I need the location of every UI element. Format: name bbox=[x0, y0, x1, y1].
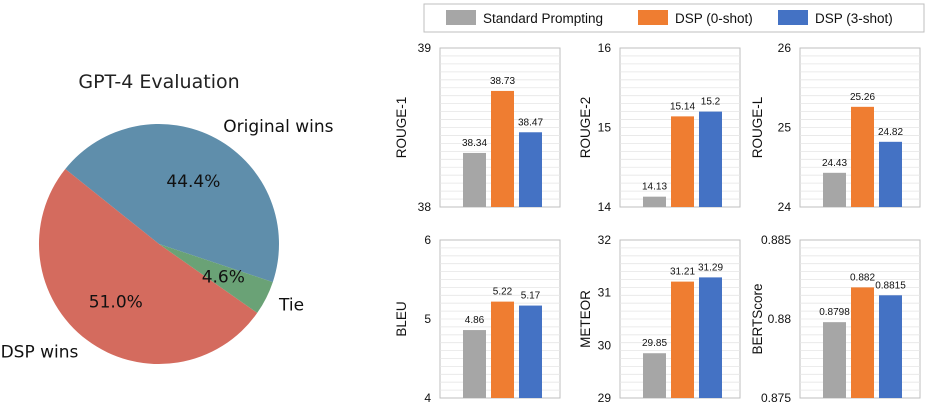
bar-panel-meteor: 29 30 31 32 METEOR 29.85 31.21 31.29 bbox=[578, 233, 741, 405]
y-tick-label: 30 bbox=[598, 338, 612, 352]
bar-value-label: 5.22 bbox=[493, 287, 513, 298]
bar-standard-prompting bbox=[823, 322, 846, 398]
y-axis-label: ROUGE-2 bbox=[578, 97, 593, 159]
pie-slice-dsp-wins bbox=[38, 169, 258, 365]
y-tick-label: 0.885 bbox=[761, 233, 791, 247]
y-tick-label: 26 bbox=[778, 41, 792, 55]
bar-standard-prompting bbox=[463, 330, 486, 398]
pie-slice-label: DSP wins bbox=[1, 343, 79, 363]
pie-slice-label: Tie bbox=[278, 296, 304, 316]
legend-swatch bbox=[778, 10, 808, 25]
bar-panel-bleu: 4 5 6 BLEU 4.86 5.22 5.17 bbox=[394, 233, 561, 405]
y-tick-label: 16 bbox=[598, 41, 612, 55]
bar-value-label: 38.34 bbox=[462, 138, 487, 149]
bar-dsp-0-shot bbox=[851, 106, 874, 207]
legend: Standard Prompting DSP (0-shot) DSP (3-sho… bbox=[423, 3, 925, 33]
y-axis-label: ROUGE-L bbox=[750, 96, 765, 158]
pie-slice-tie bbox=[159, 244, 273, 313]
pie-title: GPT-4 Evaluation bbox=[78, 71, 239, 93]
pie-pct-label: 4.6% bbox=[202, 267, 245, 287]
y-tick-label: 29 bbox=[598, 391, 612, 402]
bar-value-label: 29.85 bbox=[642, 338, 667, 349]
bar-value-label: 38.73 bbox=[490, 76, 515, 87]
bar-standard-prompting bbox=[823, 172, 846, 207]
pie-chart: GPT-4 Evaluation 51.0% DSP wins 4.6% Tie 44.4… bbox=[1, 71, 334, 365]
bar-standard-prompting bbox=[643, 353, 666, 398]
legend-swatch bbox=[638, 10, 668, 25]
bar-dsp-0-shot bbox=[671, 281, 694, 398]
bar-dsp-3-shot bbox=[879, 295, 902, 398]
bar-panel-rouge-2: 14 15 16 ROUGE-2 14.13 15.14 15.2 bbox=[578, 41, 741, 214]
bar-dsp-3-shot bbox=[879, 141, 902, 207]
bar-value-label: 24.82 bbox=[878, 127, 903, 138]
y-tick-label: 6 bbox=[424, 233, 431, 247]
bar-panel-rouge-l: 24 25 26 ROUGE-L 24.43 25.26 24.82 bbox=[750, 41, 921, 214]
legend-label: DSP (0-shot) bbox=[675, 11, 753, 26]
bar-value-label: 25.26 bbox=[850, 92, 875, 103]
bar-dsp-3-shot bbox=[699, 277, 722, 398]
y-axis-label: BERTScore bbox=[750, 283, 765, 354]
bar-dsp-3-shot bbox=[519, 305, 542, 398]
pie-slice-label: Original wins bbox=[223, 117, 333, 137]
y-tick-label: 24 bbox=[778, 200, 792, 214]
y-axis-label: BLEU bbox=[394, 301, 409, 336]
y-tick-label: 25 bbox=[778, 121, 792, 135]
y-axis-label: ROUGE-1 bbox=[394, 97, 409, 159]
bar-value-label: 24.43 bbox=[822, 158, 847, 169]
bar-dsp-3-shot bbox=[519, 132, 542, 207]
bar-value-label: 0.882 bbox=[850, 272, 875, 283]
legend-label: Standard Prompting bbox=[483, 11, 603, 26]
bar-dsp-0-shot bbox=[671, 116, 694, 207]
bar-value-label: 38.47 bbox=[518, 117, 543, 128]
bar-standard-prompting bbox=[643, 196, 666, 207]
bar-standard-prompting bbox=[463, 152, 486, 207]
bar-value-label: 15.2 bbox=[701, 97, 721, 108]
bar-dsp-0-shot bbox=[491, 90, 514, 207]
y-tick-label: 39 bbox=[418, 41, 432, 55]
bar-value-label: 0.8815 bbox=[875, 280, 906, 291]
pie-pct-label: 44.4% bbox=[166, 172, 220, 192]
bar-dsp-3-shot bbox=[699, 111, 722, 207]
bar-value-label: 4.86 bbox=[465, 315, 485, 326]
y-tick-label: 14 bbox=[598, 200, 612, 214]
y-tick-label: 32 bbox=[598, 233, 612, 247]
pie-slice-original-wins bbox=[65, 124, 279, 283]
bar-panel-rouge-1: 38 39 ROUGE-1 38.34 38.73 38.47 bbox=[394, 41, 561, 214]
y-tick-label: 15 bbox=[598, 121, 612, 135]
y-tick-label: 0.875 bbox=[761, 391, 791, 402]
y-tick-label: 38 bbox=[418, 200, 432, 214]
bar-value-label: 15.14 bbox=[670, 101, 695, 112]
legend-label: DSP (3-shot) bbox=[815, 11, 893, 26]
bar-value-label: 5.17 bbox=[521, 291, 541, 302]
bar-value-label: 31.21 bbox=[670, 267, 695, 278]
bar-dsp-0-shot bbox=[491, 301, 514, 398]
pie-pct-label: 51.0% bbox=[89, 293, 143, 313]
y-axis-label: METEOR bbox=[578, 290, 593, 348]
y-tick-label: 5 bbox=[424, 312, 431, 326]
y-tick-label: 31 bbox=[598, 286, 612, 300]
y-tick-label: 0.88 bbox=[768, 312, 792, 326]
bar-value-label: 0.8798 bbox=[819, 307, 850, 318]
y-tick-label: 4 bbox=[424, 391, 431, 402]
bar-value-label: 31.29 bbox=[698, 262, 723, 273]
bar-value-label: 14.13 bbox=[642, 182, 667, 193]
legend-box bbox=[423, 3, 925, 33]
legend-swatch bbox=[446, 10, 476, 25]
bar-dsp-0-shot bbox=[851, 287, 874, 398]
